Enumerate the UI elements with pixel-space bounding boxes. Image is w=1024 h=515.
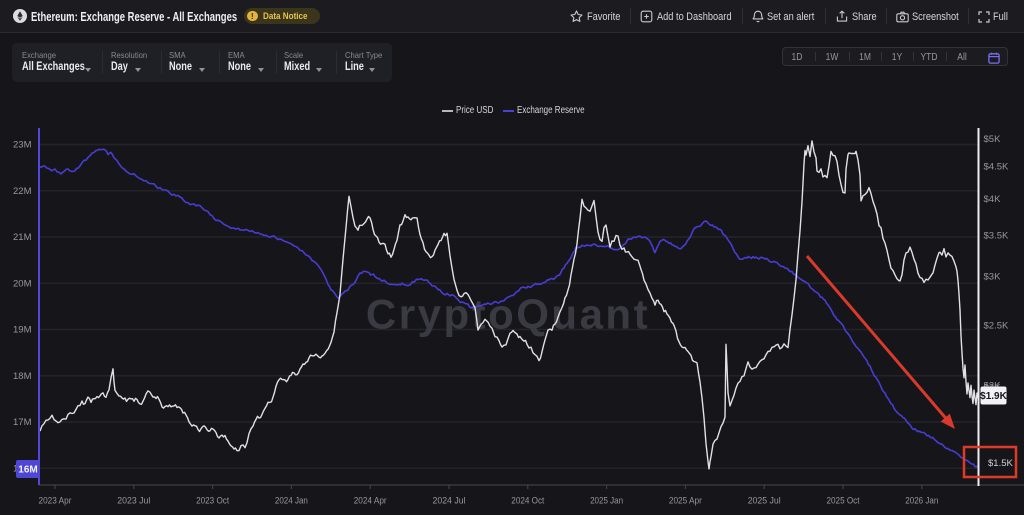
svg-text:18M: 18M <box>13 371 32 382</box>
svg-text:$1.5K: $1.5K <box>988 458 1013 469</box>
svg-text:2024 Oct: 2024 Oct <box>511 496 544 507</box>
svg-text:$2.5K: $2.5K <box>984 321 1009 332</box>
svg-text:2025 Jan: 2025 Jan <box>590 496 623 507</box>
svg-text:$1.9K: $1.9K <box>980 391 1007 402</box>
svg-text:$5K: $5K <box>984 134 1002 145</box>
svg-text:2024 Jul: 2024 Jul <box>433 496 466 507</box>
svg-text:2024 Jan: 2024 Jan <box>275 496 308 507</box>
svg-text:23M: 23M <box>13 140 32 151</box>
svg-text:2024 Apr: 2024 Apr <box>354 496 387 507</box>
svg-text:20M: 20M <box>13 278 32 289</box>
svg-text:2023 Apr: 2023 Apr <box>39 496 72 507</box>
svg-text:21M: 21M <box>13 232 32 243</box>
svg-text:2025 Oct: 2025 Oct <box>827 496 860 507</box>
svg-text:$4.5K: $4.5K <box>984 162 1009 173</box>
svg-text:2023 Oct: 2023 Oct <box>196 496 229 507</box>
svg-text:2023 Jul: 2023 Jul <box>117 496 150 507</box>
svg-text:$3.5K: $3.5K <box>984 230 1009 241</box>
svg-text:19M: 19M <box>13 325 32 336</box>
svg-text:$2K: $2K <box>984 381 1002 392</box>
svg-text:22M: 22M <box>13 186 32 197</box>
svg-text:16M: 16M <box>18 465 37 476</box>
svg-text:17M: 17M <box>13 417 32 428</box>
svg-text:$4K: $4K <box>984 194 1002 205</box>
svg-text:2026 Jan: 2026 Jan <box>905 496 938 507</box>
svg-text:2025 Apr: 2025 Apr <box>669 496 702 507</box>
svg-text:$3K: $3K <box>984 272 1002 283</box>
svg-text:2025 Jul: 2025 Jul <box>748 496 781 507</box>
